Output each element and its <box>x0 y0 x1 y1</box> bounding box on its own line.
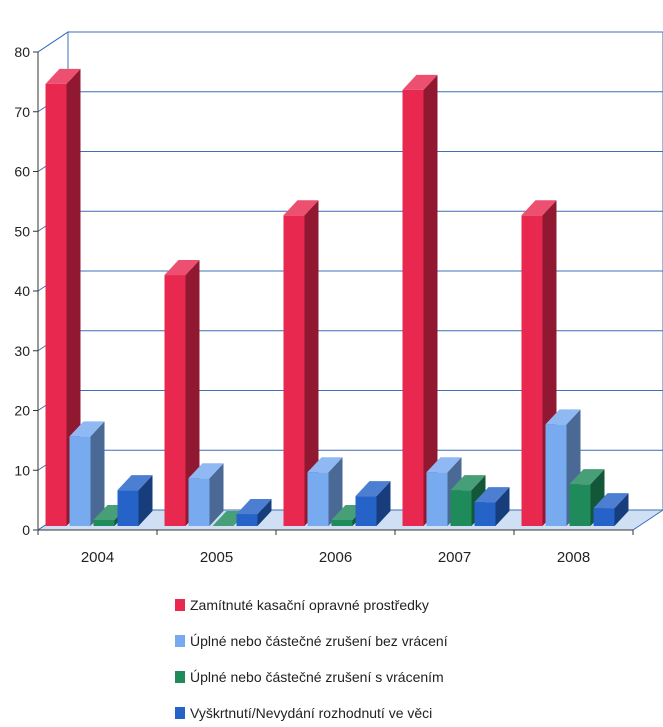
bar-top <box>164 260 200 276</box>
bar <box>355 481 391 526</box>
legend-label: Zamítnuté kasační opravné prostředky <box>190 597 429 613</box>
bar-top <box>569 469 605 485</box>
bar-front <box>402 89 424 526</box>
y-tick-label: 0 <box>22 522 30 538</box>
bar-side <box>423 74 438 526</box>
bar-top <box>45 68 81 84</box>
bar-side <box>495 487 510 526</box>
bar-side <box>376 481 391 526</box>
bar-front <box>188 478 210 526</box>
y-tick-label: 30 <box>14 343 30 359</box>
bar-front <box>474 502 496 526</box>
bar-top <box>283 200 319 216</box>
legend-item: Úplné nebo částečné zrušení bez vrácení <box>175 633 448 649</box>
legend-label: Vyškrtnutí/Nevydání rozhodnutí ve věci <box>190 705 432 721</box>
bar-front <box>593 508 615 526</box>
legend-swatch <box>175 599 185 611</box>
bar-top <box>117 475 153 491</box>
bar-side <box>185 260 200 526</box>
y-tick-label: 40 <box>14 283 30 299</box>
x-tick-label: 2007 <box>438 549 471 566</box>
bar <box>474 487 510 526</box>
bar-front <box>69 436 91 526</box>
bar-top <box>521 200 557 216</box>
bar-top <box>355 481 391 497</box>
y-tick-label: 80 <box>14 44 30 60</box>
bar-side <box>257 499 272 526</box>
bar-top <box>545 409 581 425</box>
legend-item: Zamítnuté kasační opravné prostředky <box>175 597 429 613</box>
y-axis-ticks: 0 10 20 30 40 50 60 70 80 <box>14 44 39 538</box>
bar-front <box>521 215 543 527</box>
legend-label: Úplné nebo částečné zrušení s vrácením <box>190 669 444 685</box>
legend-swatch <box>175 635 185 647</box>
bar-top <box>236 499 272 515</box>
bar-top <box>307 457 343 473</box>
bar-side <box>90 421 105 526</box>
bar-side <box>304 200 319 527</box>
bar-side <box>138 475 153 526</box>
bar <box>188 463 224 526</box>
legend-item: Vyškrtnutí/Nevydání rozhodnutí ve věci <box>175 705 432 721</box>
bar-front <box>236 514 258 526</box>
legend-label: Úplné nebo částečné zrušení bez vrácení <box>190 633 448 649</box>
legend-swatch <box>175 707 185 719</box>
bar-top <box>69 421 105 437</box>
bar-front <box>307 472 329 526</box>
bar-side <box>209 463 224 526</box>
bar-top <box>402 74 438 90</box>
x-tick-label: 2005 <box>200 549 233 566</box>
bar-front <box>450 490 472 526</box>
bar-side <box>614 493 629 526</box>
bar-front <box>426 472 448 526</box>
x-tick-label: 2006 <box>319 549 352 566</box>
bar-front <box>331 520 353 526</box>
legend: Zamítnuté kasační opravné prostředky Úpln… <box>175 597 448 721</box>
legend-swatch <box>175 671 185 683</box>
bars <box>45 68 629 527</box>
bar-side <box>66 68 81 526</box>
y-tick-label: 60 <box>14 164 30 180</box>
y-tick-label: 50 <box>14 223 30 239</box>
bar <box>593 493 629 526</box>
bar-front <box>93 520 115 526</box>
bar-top <box>450 475 486 491</box>
bar-front <box>117 490 139 526</box>
bar <box>45 68 81 526</box>
bar-front <box>283 215 305 527</box>
bar <box>69 421 105 526</box>
bar <box>402 74 438 526</box>
bar-side <box>328 457 343 526</box>
bar-top <box>188 463 224 479</box>
bar-front <box>355 496 377 526</box>
y-tick-label: 10 <box>14 462 30 478</box>
y-tick-label: 20 <box>14 403 30 419</box>
x-tick-label: 2004 <box>81 549 114 566</box>
y-tick-label: 70 <box>14 104 30 120</box>
x-axis-ticks: 2004 2005 2006 2007 2008 <box>37 530 634 566</box>
bar <box>164 260 200 526</box>
x-tick-label: 2008 <box>557 549 590 566</box>
bar <box>283 200 319 527</box>
bar-top <box>426 457 462 473</box>
bar <box>236 499 272 526</box>
bar <box>307 457 343 526</box>
bar-top <box>593 493 629 509</box>
bar-front <box>45 83 67 526</box>
bar-front <box>569 484 591 526</box>
bar-front <box>164 275 186 526</box>
bar-top <box>474 487 510 503</box>
legend-item: Úplné nebo částečné zrušení s vrácením <box>175 669 444 685</box>
bar-front <box>545 424 567 526</box>
grid-line <box>37 31 663 53</box>
bar <box>117 475 153 526</box>
